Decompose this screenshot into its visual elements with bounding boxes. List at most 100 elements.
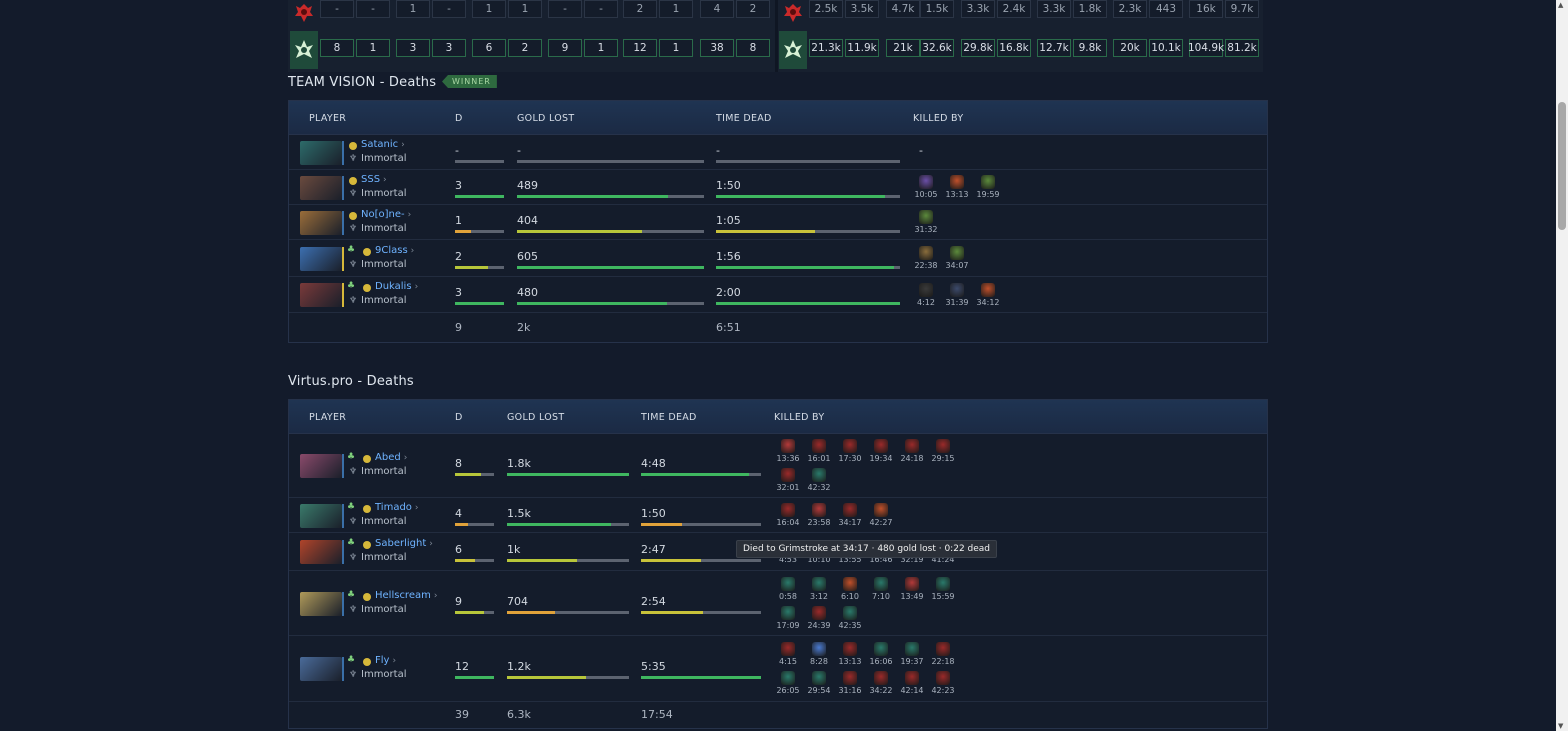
player-name[interactable]: Hellscream [375,589,431,601]
killer-hero-icon[interactable] [781,468,795,482]
killer-hero-icon[interactable] [919,210,933,224]
killer-hero-icon[interactable] [919,175,933,189]
player-name-link[interactable]: Abed › [375,452,407,463]
killer-entry[interactable]: 17:09 [773,605,803,630]
player-name-link[interactable]: Timado › [375,502,419,513]
hero-portrait[interactable] [300,454,342,478]
killer-hero-icon[interactable] [950,246,964,260]
killer-hero-icon[interactable] [874,671,888,685]
killer-entry[interactable]: 19:34 [866,439,896,463]
scroll-up-icon[interactable]: ▲ [1558,1,1564,9]
killer-entry[interactable]: 4:12 [911,282,941,307]
killer-hero-icon[interactable] [812,605,826,620]
killer-entry[interactable]: 23:58 [804,503,834,527]
killer-entry[interactable]: 24:18 [897,439,927,463]
col-time-dead[interactable]: TIME DEAD [641,412,697,423]
player-name-link[interactable]: No[o]ne- › [361,209,411,220]
killer-entry[interactable]: 22:38 [911,246,941,270]
killer-entry[interactable]: 0:58 [773,576,803,601]
killer-hero-icon[interactable] [874,503,888,517]
killer-entry[interactable]: 19:59 [973,175,1003,199]
killer-hero-icon[interactable] [874,576,888,591]
killer-hero-icon[interactable] [905,642,919,656]
killer-entry[interactable]: 32:01 [773,468,803,492]
killer-hero-icon[interactable] [843,503,857,517]
hero-portrait[interactable] [300,140,342,165]
killer-entry[interactable]: 6:10 [835,576,865,601]
killer-hero-icon[interactable] [781,503,795,517]
hero-portrait[interactable] [300,175,342,200]
killer-entry[interactable]: 42:27 [866,503,896,527]
killer-hero-icon[interactable] [950,282,964,297]
player-name-link[interactable]: Dukalis › [375,281,418,292]
killer-entry[interactable]: 34:12 [973,282,1003,307]
killer-entry[interactable]: 42:23 [928,671,958,695]
killer-entry[interactable]: 4:15 [773,642,803,666]
killer-entry[interactable]: 34:07 [942,246,972,270]
killer-hero-icon[interactable] [843,671,857,685]
hero-portrait[interactable] [300,210,342,235]
col-time-dead[interactable]: TIME DEAD [716,113,772,124]
player-name-link[interactable]: Hellscream › [375,590,437,601]
scroll-down-icon[interactable]: ▼ [1558,722,1564,730]
killer-hero-icon[interactable] [843,642,857,656]
killer-hero-icon[interactable] [874,642,888,656]
killer-entry[interactable]: 42:14 [897,671,927,695]
player-name[interactable]: Fly [375,655,390,666]
killer-hero-icon[interactable] [950,175,964,189]
player-name[interactable]: Timado [375,501,412,513]
killer-entry[interactable]: 16:04 [773,503,803,527]
player-name[interactable]: Dukalis [375,281,412,292]
hero-portrait[interactable] [300,503,342,528]
killer-entry[interactable]: 16:06 [866,642,896,666]
killer-entry[interactable]: 31:39 [942,282,972,307]
killer-entry[interactable]: 42:35 [835,605,865,630]
killer-hero-icon[interactable] [812,642,826,656]
killer-hero-icon[interactable] [936,576,950,591]
killer-hero-icon[interactable] [905,576,919,591]
killer-entry[interactable]: 34:22 [866,671,896,695]
player-name[interactable]: 9Class [375,244,408,256]
hero-portrait[interactable] [300,540,342,564]
player-name-link[interactable]: Fly › [375,655,396,666]
killer-hero-icon[interactable] [812,468,826,482]
hero-portrait[interactable] [300,657,342,681]
killer-hero-icon[interactable] [936,439,950,453]
killer-hero-icon[interactable] [781,605,795,620]
killer-entry[interactable]: 13:36 [773,439,803,463]
killer-hero-icon[interactable] [843,439,857,453]
hero-portrait[interactable] [300,591,342,616]
hero-portrait[interactable] [300,283,342,307]
killer-entry[interactable]: 29:54 [804,671,834,695]
killer-hero-icon[interactable] [781,576,795,591]
killer-hero-icon[interactable] [812,576,826,591]
player-name[interactable]: No[o]ne- [361,208,405,220]
killer-hero-icon[interactable] [781,642,795,656]
killer-entry[interactable]: 19:37 [897,642,927,666]
player-name[interactable]: Saberlight [375,538,427,549]
killer-hero-icon[interactable] [919,282,933,297]
killer-entry[interactable]: 24:39 [804,605,834,630]
killer-entry[interactable]: 42:32 [804,468,834,492]
col-deaths[interactable]: D [455,113,463,124]
col-gold-lost[interactable]: GOLD LOST [517,113,575,124]
col-deaths[interactable]: D [455,412,463,423]
killer-hero-icon[interactable] [905,439,919,453]
player-name-link[interactable]: Saberlight › [375,538,433,549]
killer-entry[interactable]: 7:10 [866,576,896,601]
killer-entry[interactable]: 29:15 [928,439,958,463]
killer-hero-icon[interactable] [936,671,950,685]
killer-entry[interactable]: 13:13 [835,642,865,666]
killer-hero-icon[interactable] [936,642,950,656]
killer-hero-icon[interactable] [843,576,857,591]
killer-entry[interactable]: 13:49 [897,576,927,601]
killer-hero-icon[interactable] [843,605,857,620]
col-player[interactable]: PLAYER [309,113,347,124]
killer-hero-icon[interactable] [781,671,795,685]
killer-entry[interactable]: 8:28 [804,642,834,666]
killer-entry[interactable]: 34:17 [835,503,865,527]
player-name[interactable]: Satanic [361,138,399,150]
killer-hero-icon[interactable] [812,503,826,517]
killer-entry[interactable]: 26:05 [773,671,803,695]
player-name[interactable]: SSS [361,173,381,185]
